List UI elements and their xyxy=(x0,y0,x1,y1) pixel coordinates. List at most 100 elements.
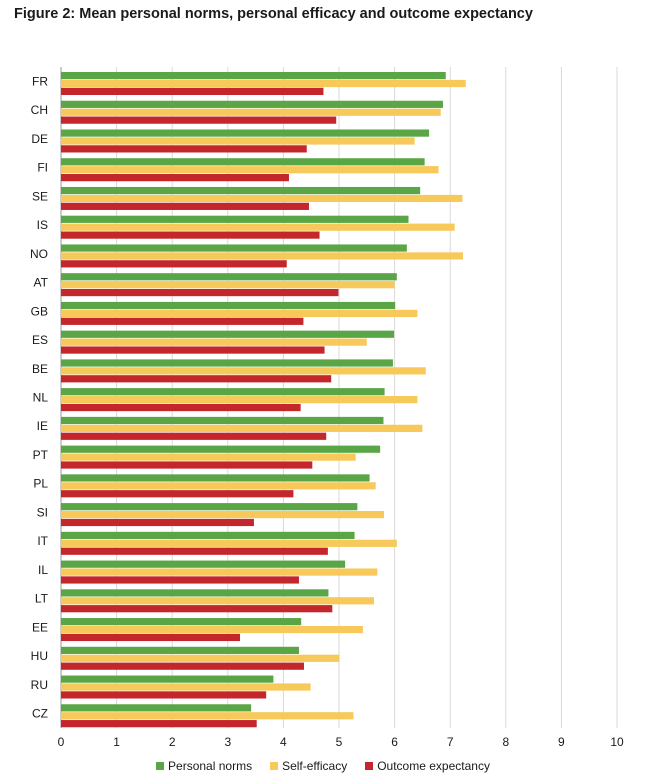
bar-nl-personal-norms xyxy=(61,388,385,396)
bar-gb-self-efficacy xyxy=(61,309,418,318)
bar-gb-personal-norms xyxy=(61,301,396,310)
bar-be-outcome-expectancy xyxy=(61,375,332,383)
bar-fr-outcome-expectancy xyxy=(61,87,324,95)
bar-lt-self-efficacy xyxy=(61,597,375,605)
bar-fi-self-efficacy xyxy=(61,166,439,174)
bar-pt-outcome-expectancy xyxy=(61,461,313,469)
legend: Personal norms Self-efficacy Outcome exp… xyxy=(0,759,646,773)
bars xyxy=(61,72,466,728)
category-label-ch: CH xyxy=(31,103,48,117)
bar-at-personal-norms xyxy=(61,273,397,281)
bar-at-self-efficacy xyxy=(61,281,395,289)
category-label-ru: RU xyxy=(31,678,48,692)
x-tick-label: 3 xyxy=(224,735,231,749)
bar-de-outcome-expectancy xyxy=(61,145,307,153)
bar-ee-personal-norms xyxy=(61,618,302,626)
bar-se-outcome-expectancy xyxy=(61,202,309,210)
category-label-il: IL xyxy=(38,563,48,577)
category-label-at: AT xyxy=(34,276,49,290)
x-tick-label: 8 xyxy=(502,735,509,749)
bar-at-outcome-expectancy xyxy=(61,288,339,297)
bar-is-personal-norms xyxy=(61,215,409,223)
category-label-si: SI xyxy=(37,505,48,519)
x-tick-labels: 0 1 2 3 4 5 6 7 8 9 10 xyxy=(58,735,624,749)
bar-it-outcome-expectancy xyxy=(61,547,328,555)
legend-item-personal-norms: Personal norms xyxy=(156,759,252,773)
category-label-gb: GB xyxy=(31,304,48,318)
bar-is-self-efficacy xyxy=(61,223,455,231)
legend-label-self-efficacy: Self-efficacy xyxy=(282,759,348,773)
category-label-se: SE xyxy=(32,189,48,203)
bar-ch-personal-norms xyxy=(61,100,443,108)
chart-title: Figure 2: Mean personal norms, personal … xyxy=(14,6,533,22)
bar-il-outcome-expectancy xyxy=(61,576,299,584)
x-tick-label: 0 xyxy=(58,735,65,749)
bar-ee-outcome-expectancy xyxy=(61,633,241,642)
bar-lt-outcome-expectancy xyxy=(61,605,333,613)
category-label-ee: EE xyxy=(32,620,48,634)
bar-ie-personal-norms xyxy=(61,416,384,425)
bar-be-personal-norms xyxy=(61,359,393,367)
legend-swatch-self-efficacy xyxy=(270,762,279,770)
legend-label-outcome-expectancy: Outcome expectancy xyxy=(377,759,490,773)
bar-nl-self-efficacy xyxy=(61,396,418,404)
category-label-fr: FR xyxy=(32,74,48,88)
category-label-nl: NL xyxy=(33,391,49,405)
bar-it-personal-norms xyxy=(61,531,355,540)
bar-be-self-efficacy xyxy=(61,367,426,375)
bar-il-personal-norms xyxy=(61,560,346,568)
bar-is-outcome-expectancy xyxy=(61,231,320,239)
bar-es-personal-norms xyxy=(61,330,395,338)
category-label-lt: LT xyxy=(35,592,49,606)
bar-se-personal-norms xyxy=(61,186,421,195)
bar-ru-personal-norms xyxy=(61,675,274,683)
category-label-hu: HU xyxy=(31,649,48,663)
legend-label-personal-norms: Personal norms xyxy=(168,759,253,773)
bar-nl-outcome-expectancy xyxy=(61,403,301,412)
bar-pt-personal-norms xyxy=(61,445,381,453)
category-label-ie: IE xyxy=(37,419,48,433)
category-label-pt: PT xyxy=(33,448,49,462)
x-tick-label: 1 xyxy=(113,735,120,749)
bar-lt-personal-norms xyxy=(61,589,329,597)
bar-pl-personal-norms xyxy=(61,474,370,482)
bar-no-personal-norms xyxy=(61,244,407,252)
bar-it-self-efficacy xyxy=(61,539,397,547)
category-label-es: ES xyxy=(32,333,48,347)
legend-swatch-personal-norms xyxy=(156,762,165,770)
x-tick-label: 9 xyxy=(558,735,565,749)
bar-si-personal-norms xyxy=(61,503,358,511)
legend-item-self-efficacy: Self-efficacy xyxy=(270,759,347,773)
category-label-pl: PL xyxy=(33,477,48,491)
bar-fi-personal-norms xyxy=(61,158,425,166)
bar-de-personal-norms xyxy=(61,129,430,137)
bar-se-self-efficacy xyxy=(61,194,463,203)
x-tick-label: 10 xyxy=(610,735,624,749)
category-labels: FR CH DE FI SE IS NO AT GB ES BE NL IE PT PL SI IT IL LT EE… xyxy=(30,74,49,720)
bar-ch-outcome-expectancy xyxy=(61,116,337,124)
bar-ie-self-efficacy xyxy=(61,424,423,432)
bar-il-self-efficacy xyxy=(61,568,378,576)
x-tick-label: 7 xyxy=(447,735,454,749)
bar-hu-personal-norms xyxy=(61,646,299,654)
category-label-it: IT xyxy=(37,534,48,548)
bar-ru-self-efficacy xyxy=(61,683,311,691)
bar-fr-personal-norms xyxy=(61,72,446,80)
bar-hu-self-efficacy xyxy=(61,654,340,662)
x-tick-label: 2 xyxy=(169,735,176,749)
bar-es-outcome-expectancy xyxy=(61,346,325,354)
category-label-de: DE xyxy=(31,132,48,146)
bar-fr-self-efficacy xyxy=(61,79,466,88)
bar-ee-self-efficacy xyxy=(61,625,363,634)
bar-no-outcome-expectancy xyxy=(61,260,287,268)
legend-swatch-outcome-expectancy xyxy=(365,762,374,770)
bar-cz-outcome-expectancy xyxy=(61,720,257,728)
category-label-cz: CZ xyxy=(32,707,48,721)
x-tick-label: 5 xyxy=(336,735,343,749)
bar-cz-self-efficacy xyxy=(61,712,354,720)
bar-pl-outcome-expectancy xyxy=(61,490,294,498)
legend-item-outcome-expectancy: Outcome expectancy xyxy=(365,759,490,773)
bar-pl-self-efficacy xyxy=(61,482,376,490)
bar-hu-outcome-expectancy xyxy=(61,662,304,670)
